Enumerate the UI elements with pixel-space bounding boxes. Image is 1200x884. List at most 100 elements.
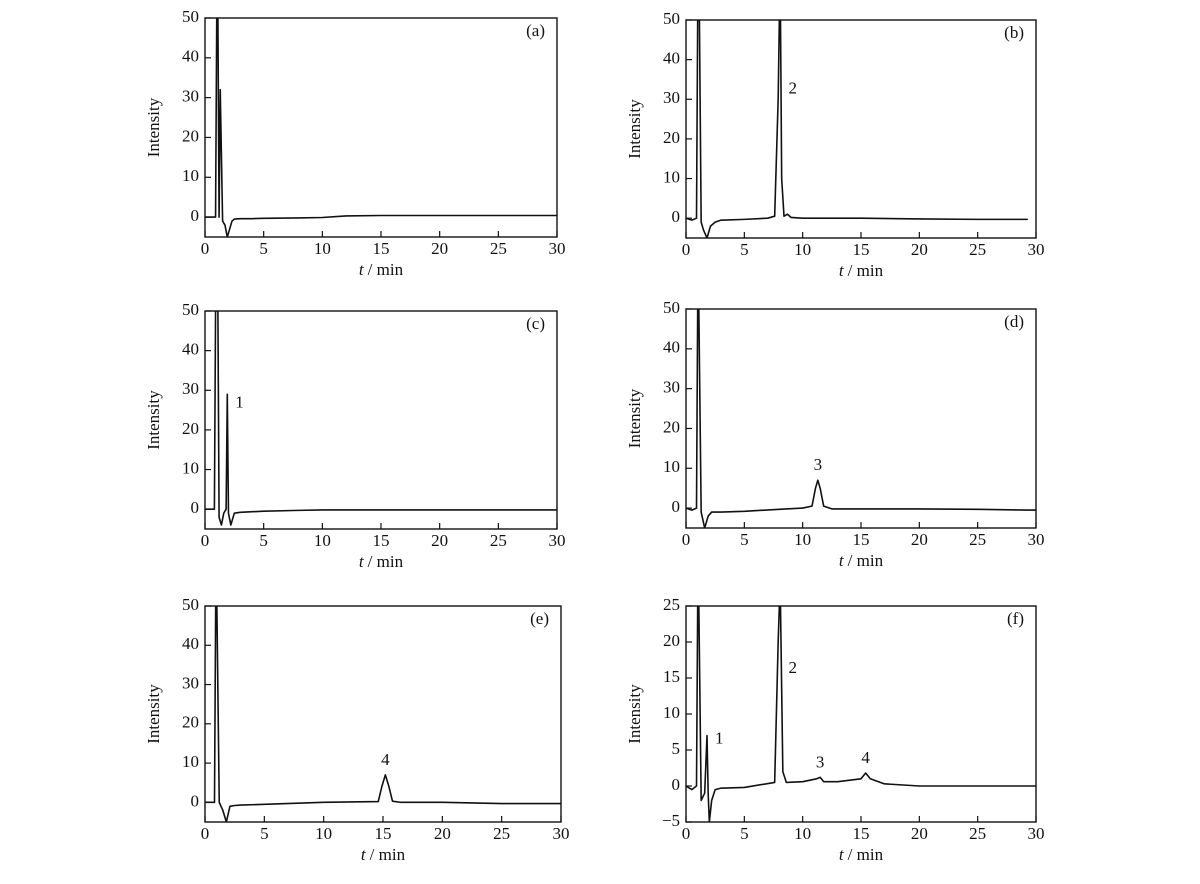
x-tick-label: 5 xyxy=(260,824,269,843)
y-tick-label: 0 xyxy=(672,207,681,226)
x-tick-label: 25 xyxy=(969,240,986,259)
x-tick-label: 30 xyxy=(549,531,566,550)
x-axis-label: t / min xyxy=(839,845,884,864)
y-tick-label: 10 xyxy=(663,703,680,722)
y-tick-label: 40 xyxy=(182,634,199,653)
y-tick-label: 40 xyxy=(663,49,680,68)
y-axis-label: Intensity xyxy=(625,684,644,744)
y-tick-label: 50 xyxy=(182,7,199,26)
x-axis-label: t / min xyxy=(839,261,884,280)
x-tick-label: 0 xyxy=(201,239,210,258)
y-tick-label: 30 xyxy=(182,673,199,692)
x-tick-label: 15 xyxy=(853,824,870,843)
y-axis-label: Intensity xyxy=(144,97,163,157)
x-tick-label: 30 xyxy=(1028,240,1045,259)
x-axis-label: t / min xyxy=(361,845,406,864)
y-tick-label: 40 xyxy=(663,338,680,357)
peak-label: 3 xyxy=(814,455,823,474)
x-tick-label: 25 xyxy=(490,531,507,550)
panel-label: (d) xyxy=(1004,312,1024,331)
x-tick-label: 0 xyxy=(682,824,691,843)
y-tick-label: 0 xyxy=(191,498,200,517)
peak-label: 2 xyxy=(789,78,798,97)
trace xyxy=(686,20,1028,238)
x-axis-unit: / min xyxy=(368,260,404,279)
plot-frame xyxy=(204,605,562,823)
panel: 0 5 10 15 20 25 30 0 10 20 30 40 50 (c) Intensity t / mi… xyxy=(144,300,566,571)
trace xyxy=(205,18,557,237)
y-axis-label: Intensity xyxy=(625,388,644,448)
x-tick-label: 0 xyxy=(682,240,691,259)
panel: 0 5 10 15 20 25 30 0 10 20 30 40 50 (a) Intensity t / mi… xyxy=(144,7,566,279)
x-tick-label: 20 xyxy=(911,530,928,549)
y-axis-label: Intensity xyxy=(625,99,644,159)
x-tick-label: 0 xyxy=(201,824,210,843)
x-tick-label: 25 xyxy=(969,824,986,843)
x-tick-label: 0 xyxy=(682,530,691,549)
x-axis-unit: / min xyxy=(848,845,884,864)
y-tick-label: 15 xyxy=(663,667,680,686)
panel-label: (a) xyxy=(526,21,545,40)
x-tick-label: 0 xyxy=(201,531,210,550)
y-tick-label: 20 xyxy=(182,419,199,438)
x-tick-label: 25 xyxy=(490,239,507,258)
panel: 0 5 10 15 20 25 30 0 10 20 30 40 50 (b) Intensity t / mi… xyxy=(625,9,1045,280)
x-tick-label: 5 xyxy=(740,240,749,259)
x-tick-label: 30 xyxy=(1028,530,1045,549)
y-tick-label: 0 xyxy=(672,775,681,794)
y-tick-label: 10 xyxy=(182,458,199,477)
x-tick-label: 5 xyxy=(259,531,268,550)
x-tick-label: 30 xyxy=(549,239,566,258)
x-tick-label: 15 xyxy=(373,531,390,550)
x-tick-label: 10 xyxy=(794,824,811,843)
trace xyxy=(686,309,1036,528)
x-axis-unit: / min xyxy=(370,845,406,864)
panel-label: (f) xyxy=(1007,609,1024,628)
x-tick-label: 20 xyxy=(431,531,448,550)
x-tick-label: 20 xyxy=(431,239,448,258)
y-axis-label: Intensity xyxy=(144,390,163,450)
x-axis-label: t / min xyxy=(359,260,404,279)
x-tick-label: 15 xyxy=(853,240,870,259)
x-tick-label: 20 xyxy=(911,240,928,259)
trace xyxy=(205,311,557,526)
y-tick-label: −5 xyxy=(662,811,680,830)
x-axis-symbol: t xyxy=(839,261,845,280)
x-tick-label: 5 xyxy=(740,530,749,549)
x-tick-label: 5 xyxy=(259,239,268,258)
panel: 0 5 10 15 20 25 30 0 10 20 30 40 50 (e) Intensity t / mi… xyxy=(144,595,570,864)
y-tick-label: 20 xyxy=(663,631,680,650)
peak-label: 3 xyxy=(816,752,825,771)
y-tick-label: 50 xyxy=(663,298,680,317)
y-tick-label: 30 xyxy=(663,378,680,397)
x-tick-label: 20 xyxy=(911,824,928,843)
trace xyxy=(205,606,561,822)
plot-frame xyxy=(204,17,558,238)
peak-label: 1 xyxy=(235,392,244,411)
x-axis-symbol: t xyxy=(839,551,845,570)
x-tick-label: 10 xyxy=(314,531,331,550)
x-axis-symbol: t xyxy=(359,260,365,279)
y-tick-label: 10 xyxy=(182,166,199,185)
y-tick-label: 10 xyxy=(663,167,680,186)
x-tick-label: 10 xyxy=(794,240,811,259)
x-tick-label: 25 xyxy=(969,530,986,549)
x-tick-label: 10 xyxy=(794,530,811,549)
y-tick-label: 30 xyxy=(182,379,199,398)
y-tick-label: 40 xyxy=(182,340,199,359)
plot-frame xyxy=(204,310,558,530)
peak-label: 4 xyxy=(861,748,870,767)
y-tick-label: 30 xyxy=(182,87,199,106)
x-axis-symbol: t xyxy=(361,845,367,864)
y-tick-label: 30 xyxy=(663,88,680,107)
x-axis-symbol: t xyxy=(839,845,845,864)
x-axis-symbol: t xyxy=(359,552,365,571)
x-tick-label: 20 xyxy=(434,824,451,843)
x-axis-unit: / min xyxy=(368,552,404,571)
x-tick-label: 10 xyxy=(315,824,332,843)
y-tick-label: 10 xyxy=(182,752,199,771)
x-tick-label: 25 xyxy=(493,824,510,843)
